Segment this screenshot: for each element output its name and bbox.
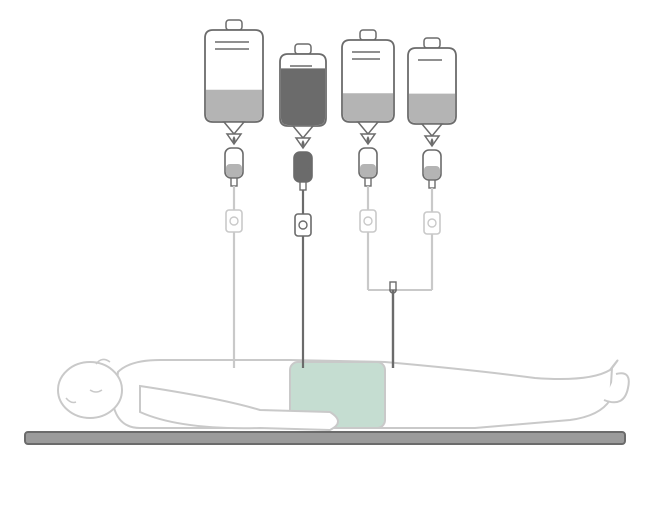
drip-chamber-outlet [365,178,371,186]
drip-chamber-outlet [300,182,306,190]
drip-chamber-fluid [360,164,376,177]
drip-chamber-fluid [226,164,242,177]
table-surface [25,432,625,444]
roller-clamp [424,212,440,234]
drip-chamber-fluid [424,166,440,179]
iv-infusion-diagram [0,0,650,512]
roller-clamp [295,214,311,236]
iv-bag-fluid [343,93,393,121]
drip-chamber-outlet [231,178,237,186]
roller-clamp [360,210,376,232]
drip-chamber-outlet [429,180,435,188]
iv-bag-fluid [281,68,325,125]
iv-bag-fluid [409,94,455,123]
roller-clamp [226,210,242,232]
drip-chamber-fluid [295,168,311,181]
y-connector-cap [390,282,396,290]
iv-bag-fluid [206,90,262,121]
